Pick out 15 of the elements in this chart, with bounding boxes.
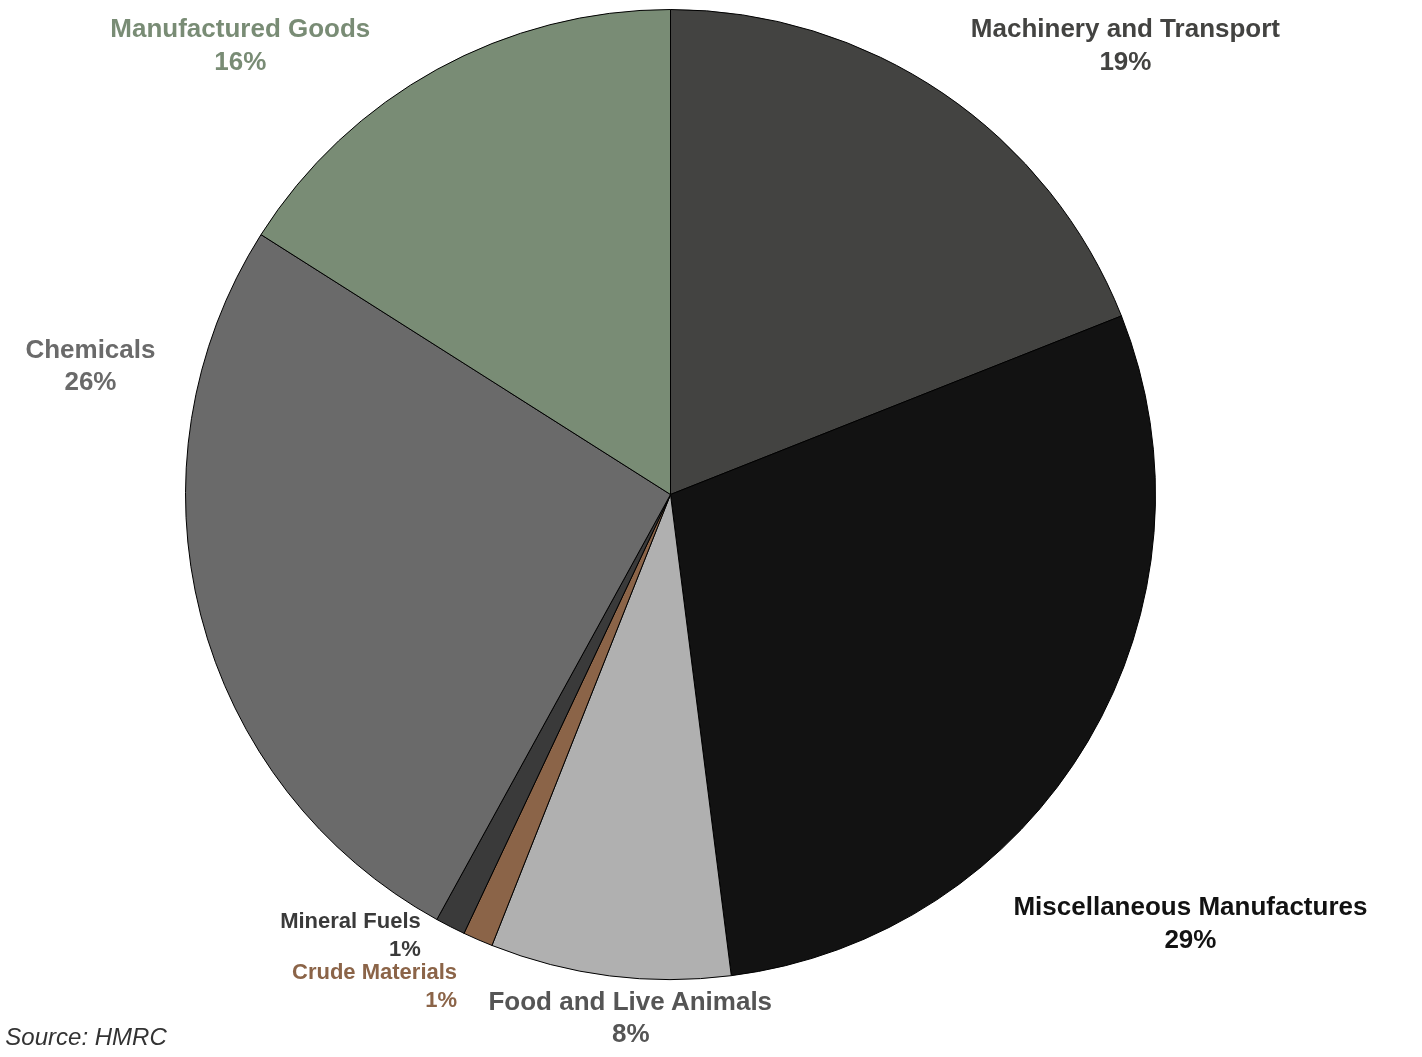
slice-label: Chemicals: [25, 333, 156, 364]
data-label: 19%: [1099, 45, 1152, 76]
source-note: Source: HMRC: [5, 1023, 168, 1051]
slice-label: Food and Live Animals: [488, 985, 773, 1016]
slice-label: Machinery and Transport: [970, 13, 1281, 44]
data-label: 1%: [388, 935, 421, 961]
slice-label: Miscellaneous Manufactures: [1013, 891, 1368, 922]
data-label: 1%: [425, 986, 458, 1012]
slice-label: Crude Materials: [292, 959, 458, 985]
data-label: 8%: [611, 1018, 650, 1049]
data-label: 26%: [64, 365, 117, 396]
slice-label: Manufactured Goods: [110, 13, 371, 44]
data-label: 16%: [214, 45, 267, 76]
data-label: 29%: [1164, 923, 1217, 954]
slice-label: Mineral Fuels: [280, 908, 421, 934]
